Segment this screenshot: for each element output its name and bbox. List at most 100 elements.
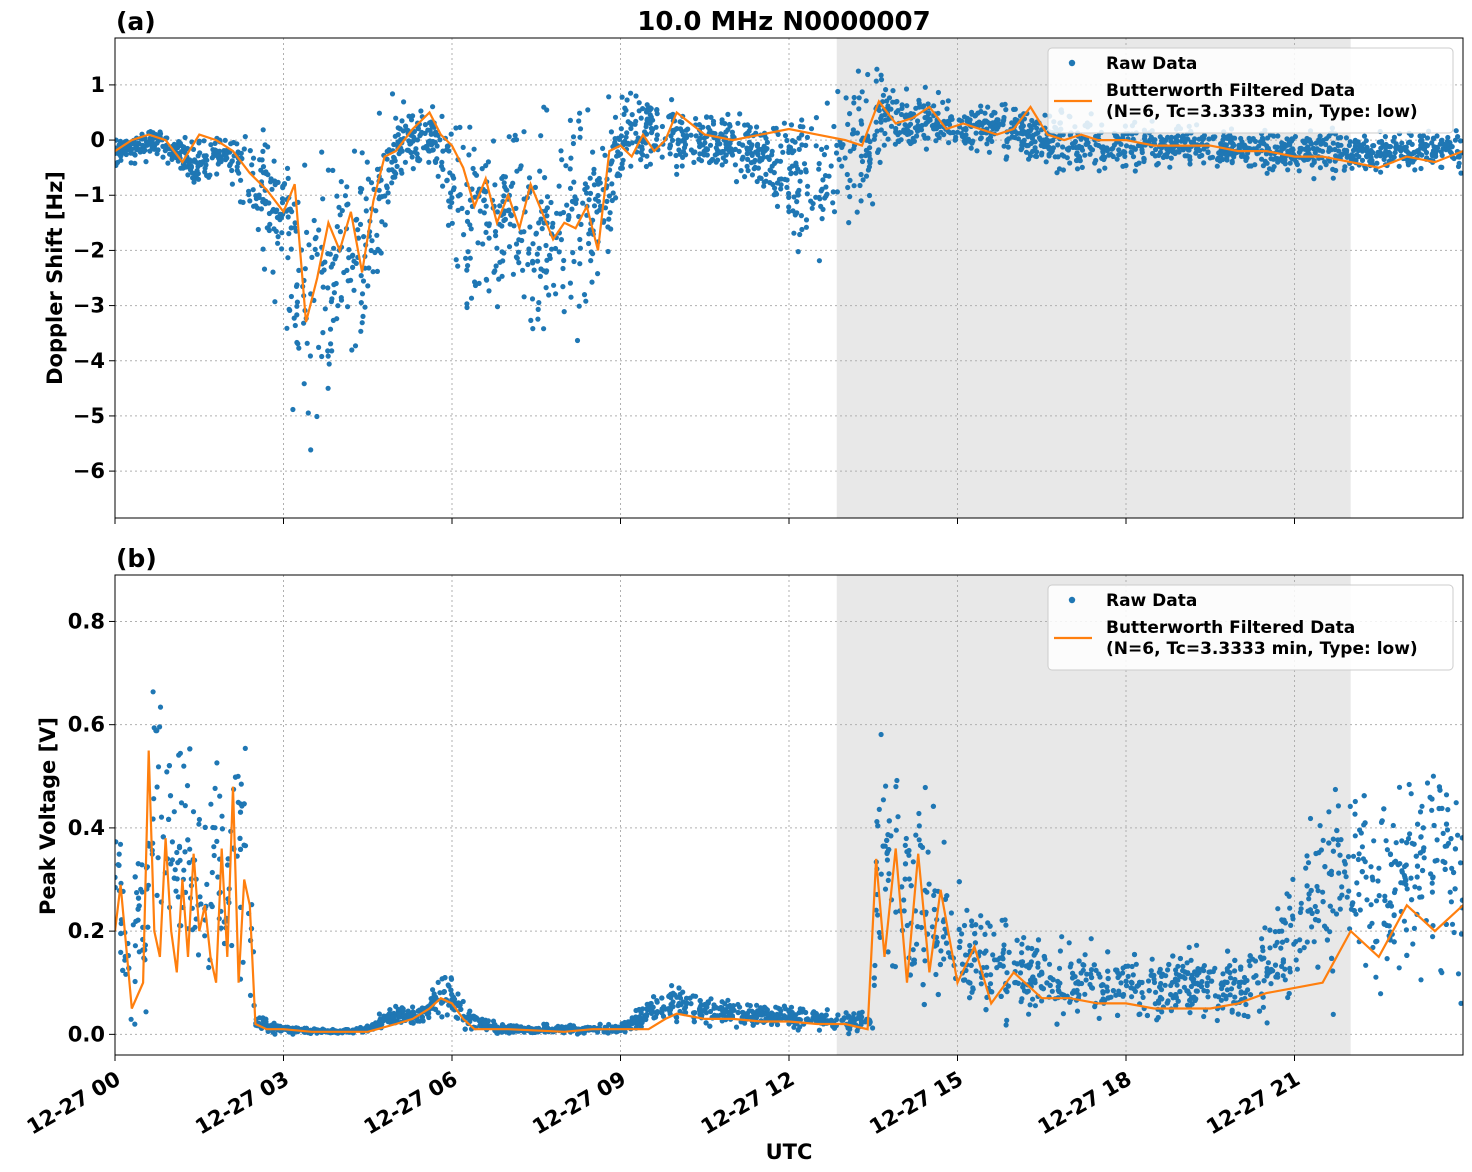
raw-data-point	[569, 206, 575, 212]
raw-data-point	[901, 908, 907, 914]
raw-data-point	[621, 111, 627, 117]
raw-data-point	[535, 316, 541, 322]
raw-data-point	[311, 217, 317, 224]
raw-data-point	[605, 1030, 611, 1036]
raw-data-point	[171, 809, 177, 815]
raw-data-point	[725, 127, 731, 133]
raw-data-point	[432, 158, 438, 164]
raw-data-point	[1092, 1004, 1098, 1010]
raw-data-point	[351, 148, 358, 154]
raw-data-point	[1074, 1008, 1081, 1014]
raw-data-point	[227, 161, 233, 167]
raw-data-point	[918, 924, 925, 931]
raw-data-point	[585, 107, 591, 113]
raw-data-point	[1238, 143, 1244, 149]
raw-data-point	[1141, 156, 1147, 162]
raw-data-point	[1330, 1011, 1336, 1018]
raw-data-point	[359, 291, 366, 297]
raw-data-point	[261, 266, 268, 272]
raw-data-point	[1429, 880, 1435, 886]
raw-data-point	[360, 278, 367, 284]
raw-data-point	[1205, 149, 1211, 156]
raw-data-point	[1285, 994, 1291, 1001]
raw-data-point	[1451, 929, 1457, 936]
raw-data-point	[464, 301, 470, 307]
raw-data-point	[1322, 864, 1328, 870]
raw-data-point	[292, 220, 298, 226]
raw-data-point	[851, 145, 857, 152]
raw-data-point	[464, 304, 470, 311]
raw-data-point	[851, 183, 857, 189]
raw-data-point	[1405, 836, 1412, 842]
raw-data-point	[749, 172, 756, 178]
raw-data-point	[643, 163, 650, 170]
raw-data-point	[1206, 969, 1212, 975]
raw-data-point	[1376, 865, 1382, 871]
raw-data-point	[499, 223, 505, 229]
raw-data-point	[922, 958, 928, 964]
raw-data-point	[486, 288, 492, 294]
raw-data-point	[977, 949, 983, 955]
raw-data-point	[536, 245, 542, 251]
raw-data-point	[182, 803, 188, 809]
raw-data-point	[1220, 156, 1226, 163]
raw-data-point	[229, 181, 235, 187]
raw-data-point	[182, 134, 188, 141]
raw-data-point	[948, 114, 955, 120]
raw-data-point	[904, 849, 910, 855]
raw-data-point	[1399, 869, 1405, 875]
raw-data-point	[460, 144, 466, 150]
raw-data-point	[1279, 939, 1286, 945]
raw-data-point	[1214, 1017, 1220, 1024]
raw-data-point	[314, 413, 320, 420]
raw-data-point	[435, 979, 441, 986]
raw-data-point	[133, 918, 139, 925]
raw-data-point	[963, 125, 969, 132]
raw-data-point	[877, 159, 883, 165]
raw-data-point	[941, 956, 947, 962]
raw-data-point	[1304, 853, 1310, 859]
raw-data-point	[1136, 160, 1142, 166]
raw-data-point	[1271, 133, 1277, 139]
raw-data-point	[961, 114, 968, 120]
raw-data-point	[1355, 147, 1361, 154]
raw-data-point	[435, 1010, 441, 1016]
raw-data-point	[858, 153, 865, 159]
raw-data-point	[1352, 811, 1358, 817]
raw-data-point	[415, 155, 421, 161]
raw-data-point	[707, 142, 714, 148]
raw-data-point	[885, 103, 891, 109]
raw-data-point	[624, 130, 630, 136]
raw-data-point	[1232, 957, 1238, 964]
raw-data-point	[1257, 954, 1263, 960]
raw-data-point	[546, 252, 553, 258]
raw-data-point	[410, 166, 416, 172]
raw-data-point	[410, 113, 416, 119]
raw-data-point	[933, 971, 939, 978]
raw-data-point	[465, 249, 471, 255]
raw-data-point	[554, 210, 560, 216]
raw-data-point	[563, 163, 569, 169]
raw-data-point	[990, 120, 996, 126]
raw-data-point	[707, 1008, 714, 1015]
raw-data-point	[1168, 147, 1174, 153]
raw-data-point	[797, 178, 803, 184]
raw-data-point	[1223, 996, 1229, 1002]
raw-data-point	[320, 330, 326, 336]
raw-data-point	[1140, 994, 1146, 1001]
raw-data-point	[504, 187, 510, 193]
raw-data-point	[1247, 992, 1254, 998]
raw-data-point	[846, 220, 852, 226]
raw-data-point	[595, 271, 601, 277]
raw-data-point	[969, 918, 975, 924]
raw-data-point	[576, 118, 582, 124]
raw-data-point	[177, 140, 183, 146]
raw-data-point	[195, 153, 201, 159]
raw-data-point	[1175, 963, 1181, 969]
raw-data-point	[586, 197, 592, 203]
raw-data-point	[780, 149, 786, 155]
raw-data-point	[1216, 150, 1222, 156]
raw-data-point	[229, 942, 235, 949]
raw-data-point	[884, 857, 891, 863]
raw-data-point	[246, 188, 252, 194]
